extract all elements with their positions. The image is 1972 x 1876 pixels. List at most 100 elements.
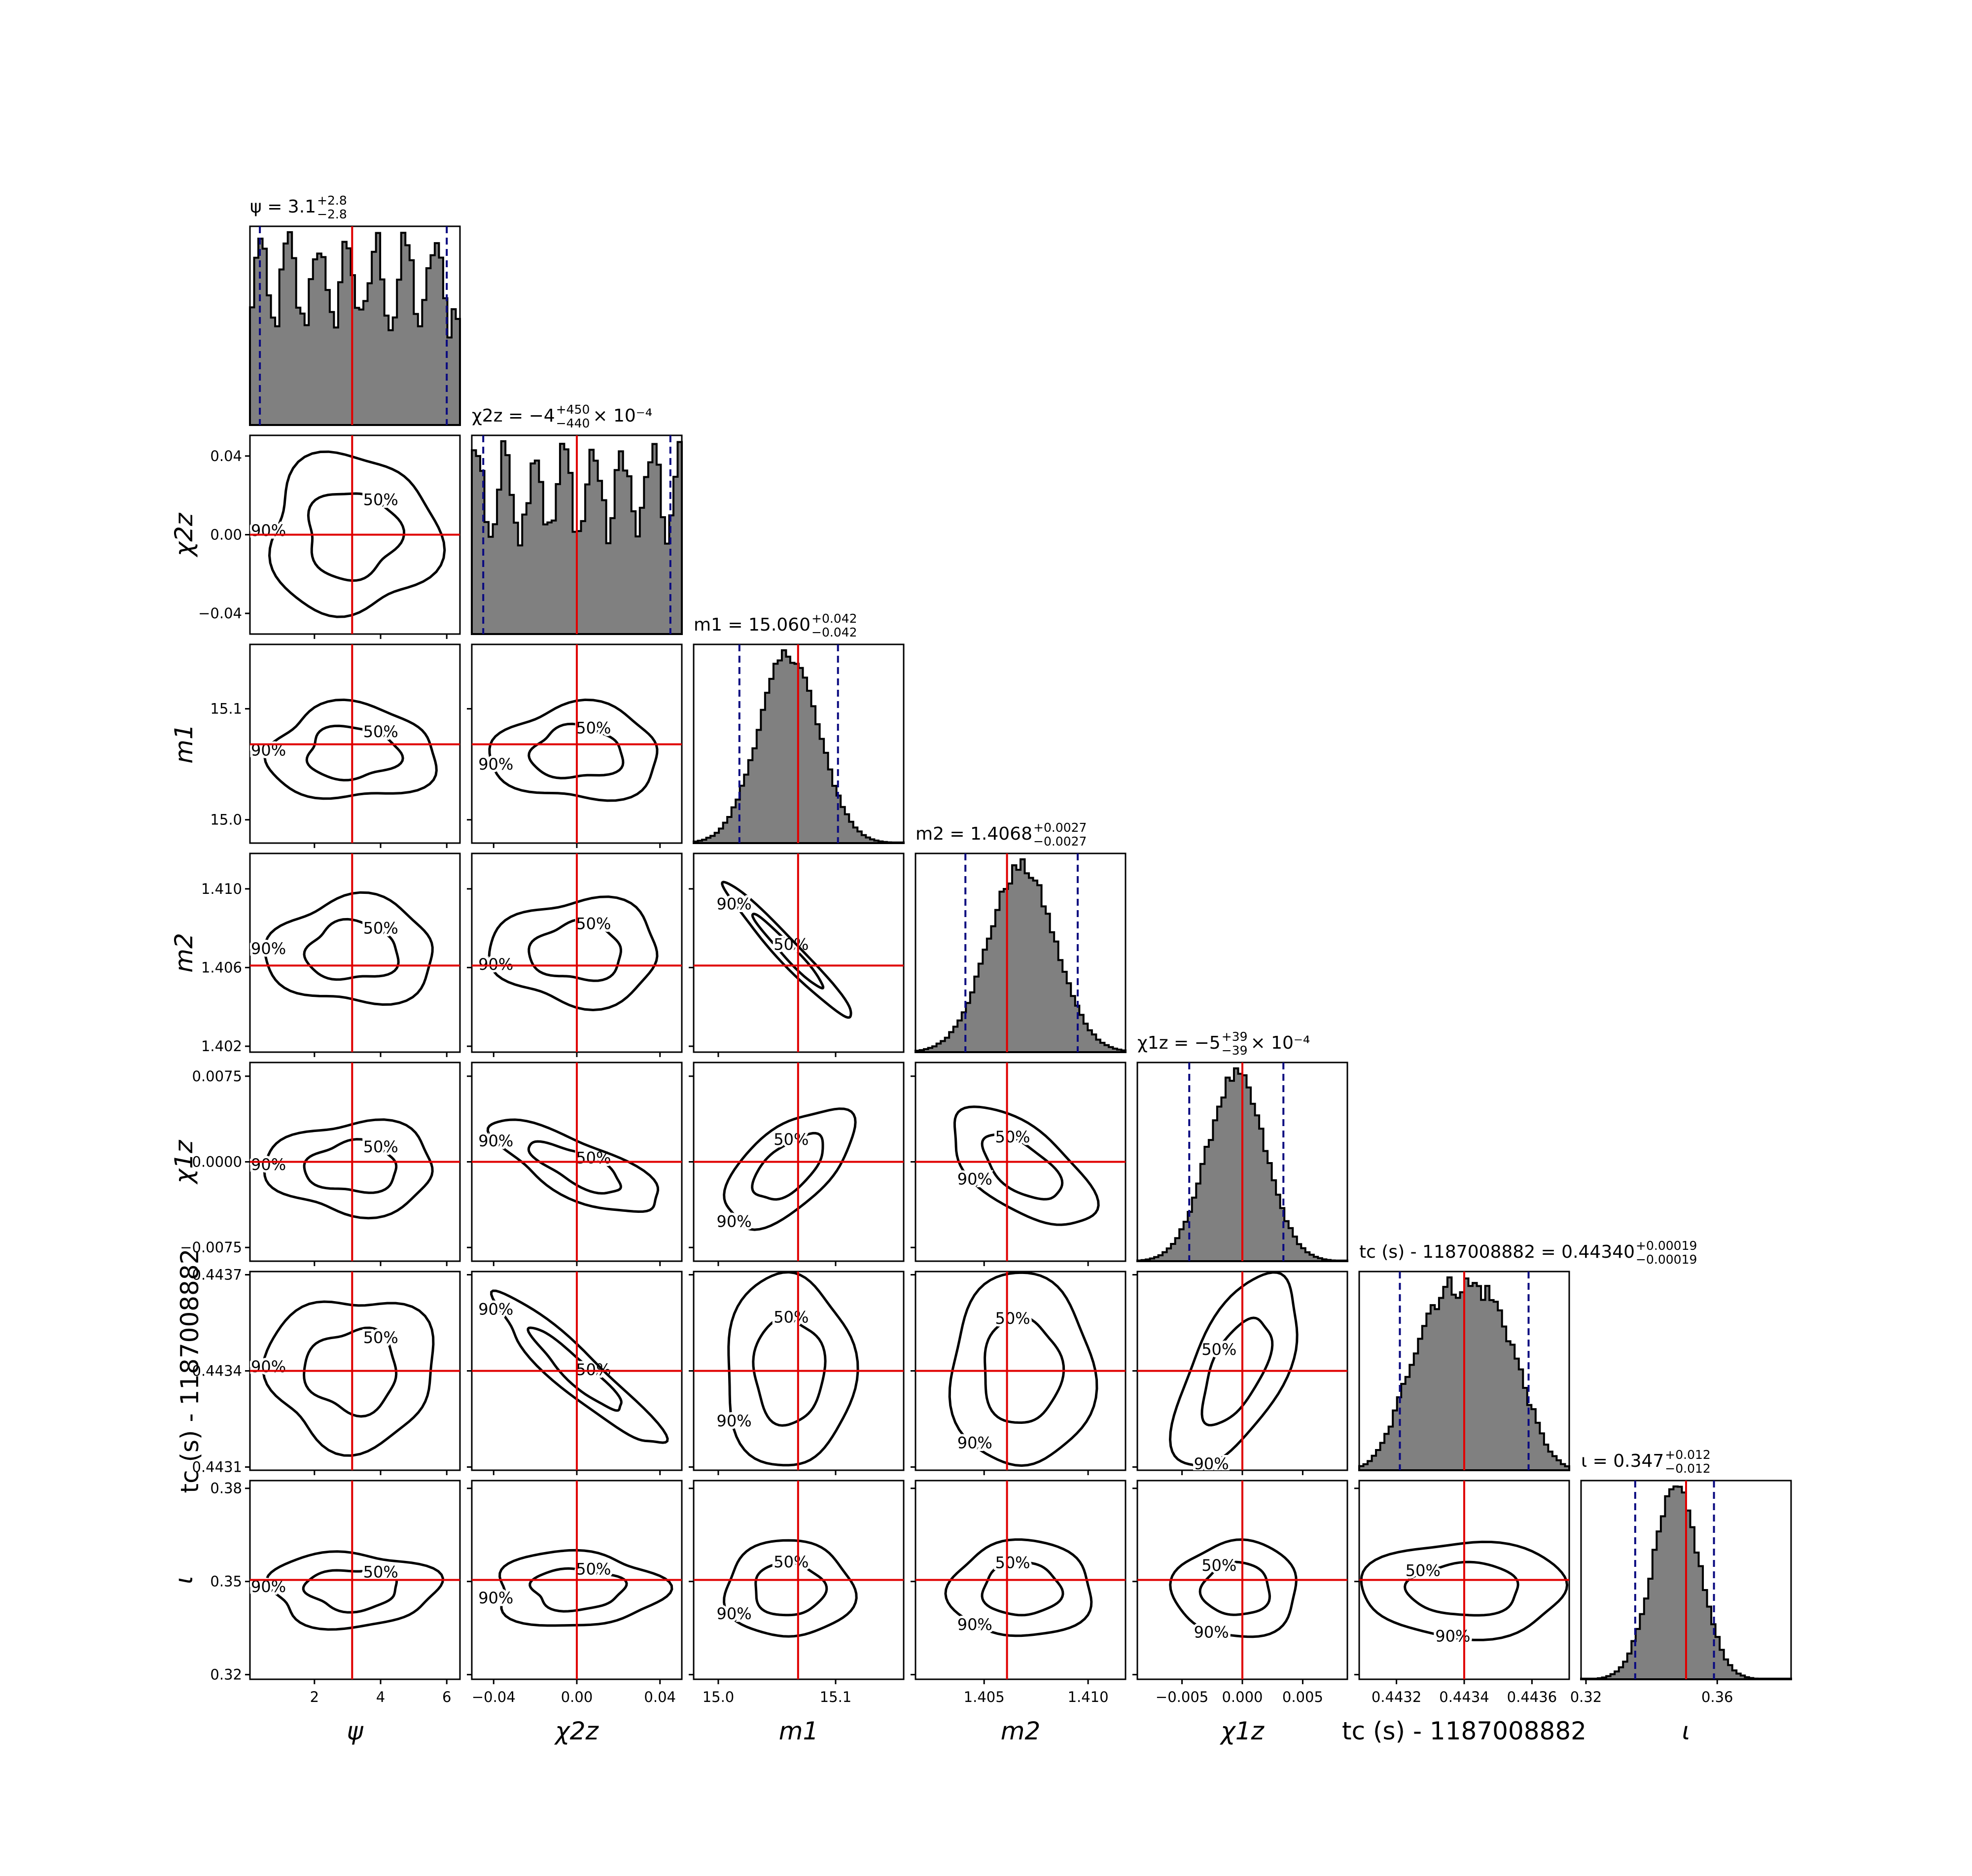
x-tick-label: 4 xyxy=(376,1689,385,1705)
contour-panel-psi-chi2z: 50% 90% −0.04 0.00 0.04 xyxy=(198,434,461,639)
contour-lines: 50% 90% xyxy=(714,1107,857,1234)
y-axis-label-chi2z: χ2z xyxy=(170,512,198,558)
contour-90 xyxy=(944,1538,1093,1637)
title-minus-error: −0.012 xyxy=(1665,1461,1711,1476)
contour-label: 90% xyxy=(478,1132,513,1150)
contour-90 xyxy=(498,1549,673,1627)
y-tick-label: 0.4437 xyxy=(192,1267,242,1283)
contour-90 xyxy=(953,1105,1100,1226)
x-tick-label: −0.04 xyxy=(472,1689,516,1705)
contour-label: 90% xyxy=(251,939,286,958)
x-tick-label: 1.410 xyxy=(1068,1689,1109,1705)
contour-label: 90% xyxy=(251,521,286,540)
title-minus-error: −0.00019 xyxy=(1636,1252,1697,1267)
y-tick-label: 0.38 xyxy=(210,1480,242,1497)
contour-50 xyxy=(527,1326,623,1412)
contour-label: 90% xyxy=(957,1615,992,1634)
y-tick-label: 0.0000 xyxy=(192,1154,242,1170)
contour-lines: 50%90% xyxy=(250,1118,434,1220)
contour-label: 50% xyxy=(363,722,398,741)
title-minus-error: −39 xyxy=(1222,1043,1248,1058)
contour-90 xyxy=(721,881,852,1019)
x-tick-label: 0.000 xyxy=(1222,1689,1263,1705)
contour-lines: 50%90% xyxy=(1168,1272,1299,1470)
contour-50 xyxy=(1198,1560,1271,1616)
contour-label: 90% xyxy=(957,1434,992,1452)
contour-90 xyxy=(488,895,659,1012)
x-tick-label: 15.0 xyxy=(703,1689,735,1705)
contour-label: 50% xyxy=(576,1360,611,1379)
contour-panel-m1-tc: 50% 90% xyxy=(689,1271,905,1475)
contour-90 xyxy=(723,1539,858,1638)
x-tick-label: 0.04 xyxy=(644,1689,676,1705)
title-value: ι = 0.347 xyxy=(1581,1451,1664,1471)
title-plus-error: +39 xyxy=(1222,1029,1248,1044)
y-tick-label: 1.402 xyxy=(201,1038,242,1055)
contour-panel-chi1z-tc: 50% 90% xyxy=(1132,1271,1348,1475)
contour-90 xyxy=(488,698,659,802)
contour-50 xyxy=(305,724,404,781)
y-tick-label: 0.35 xyxy=(210,1573,242,1590)
histogram-title: m1 = 15.060+0.042 −0.042 xyxy=(694,611,857,639)
contour-panel-psi-m1: 50%90% 15.0 15.1 xyxy=(210,643,461,848)
x-tick-label: 15.1 xyxy=(820,1689,852,1705)
contour-lines: 50%90% xyxy=(714,881,852,1019)
contour-50 xyxy=(303,918,400,981)
contour-panel-chi2z-m1: 50% 90% xyxy=(467,643,683,848)
contour-90 xyxy=(263,1118,434,1220)
contour-label: 50% xyxy=(1201,1556,1236,1575)
contour-label: 50% xyxy=(774,1308,809,1326)
contour-50 xyxy=(981,1561,1064,1617)
contour-panel-chi1z-iota: 50% 90% xyxy=(1132,1480,1348,1684)
contour-label: 50% xyxy=(363,1137,398,1156)
x-axis-label-chi1z: χ1z xyxy=(1219,1717,1265,1745)
x-tick-label: 0.00 xyxy=(561,1689,593,1705)
title-plus-error: +450 xyxy=(556,402,590,417)
contour-label: 90% xyxy=(717,1212,752,1231)
y-axis-label-iota: ι xyxy=(170,1576,198,1584)
title-minus-error: −2.8 xyxy=(317,207,347,221)
contour-90 xyxy=(490,1289,669,1444)
title-value: χ2z = −4 xyxy=(472,406,555,426)
x-tick-label: 0.005 xyxy=(1282,1689,1323,1705)
y-axis-label-chi1z: χ1z xyxy=(170,1139,198,1185)
x-axis-label-tc: tc (s) - 1187008882 xyxy=(1342,1717,1586,1745)
y-tick-label: 0.4431 xyxy=(192,1459,242,1476)
title-minus-error: −440 xyxy=(556,416,590,430)
contour-label: 90% xyxy=(478,755,513,774)
histogram-bars xyxy=(249,231,461,426)
contour-lines: 50%90% xyxy=(250,698,438,800)
y-axis-label-m1: m1 xyxy=(170,724,198,764)
x-tick-label: −0.005 xyxy=(1156,1689,1208,1705)
contour-panel-chi2z-chi1z: 50% 90% xyxy=(467,1062,683,1266)
histogram-title: ψ = 3.1+2.8 −2.8 xyxy=(250,193,347,221)
contour-lines: 50%90% xyxy=(476,1289,669,1444)
contour-panel-psi-m2: 50% 90% 1.402 1.406 1.410 xyxy=(201,852,461,1057)
x-axis-label-iota: ι xyxy=(1682,1717,1690,1745)
contour-label: 50% xyxy=(995,1309,1030,1328)
contour-label: 50% xyxy=(774,1130,809,1149)
y-tick-label: −0.04 xyxy=(198,605,242,622)
title-value: tc (s) - 1187008882 = 0.44340 xyxy=(1359,1242,1635,1262)
x-tick-label: 0.32 xyxy=(1570,1689,1602,1705)
histogram-title: χ2z = −4+450 −440 × 10⁻⁴ xyxy=(472,402,652,430)
y-tick-label: 0.04 xyxy=(210,448,242,464)
title-value: ψ = 3.1 xyxy=(250,197,316,217)
histogram-title: ι = 0.347+0.012 −0.012 xyxy=(1581,1448,1711,1476)
title-plus-error: +0.00019 xyxy=(1636,1239,1697,1253)
contour-panel-psi-tc: 50% 90% 0.4431 0.4434 0.4437 xyxy=(192,1267,461,1476)
contour-lines: 50% 90% xyxy=(944,1538,1093,1637)
x-tick-label: 0.4436 xyxy=(1507,1689,1557,1705)
y-tick-label: 15.0 xyxy=(210,812,242,828)
contour-label: 50% xyxy=(995,1553,1030,1572)
y-tick-label: 1.410 xyxy=(201,881,242,897)
contour-lines: 50%90% xyxy=(476,895,659,1012)
x-tick-label: 2 xyxy=(310,1689,319,1705)
contour-90 xyxy=(263,698,438,800)
contour-panel-m2-tc: 50% 90% xyxy=(911,1271,1127,1475)
x-tick-label: 1.405 xyxy=(964,1689,1005,1705)
contour-50 xyxy=(528,1567,628,1613)
contour-label: 90% xyxy=(717,1604,752,1623)
